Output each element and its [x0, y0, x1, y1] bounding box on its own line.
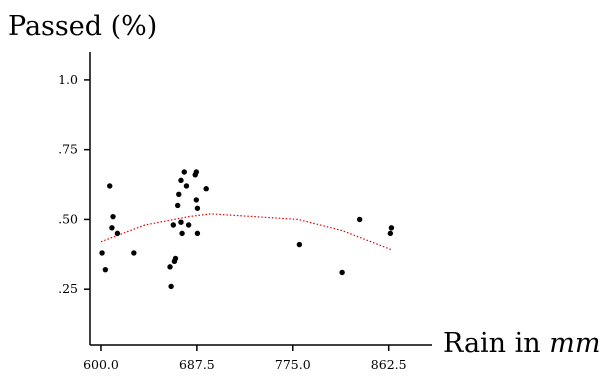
data-point	[339, 269, 345, 276]
data-point	[185, 222, 192, 228]
data-point	[176, 191, 182, 198]
data-point	[387, 230, 394, 237]
data-point	[131, 250, 137, 256]
x-axis-title: Rain in mm	[443, 328, 601, 359]
data-point	[178, 219, 184, 225]
data-point	[193, 197, 200, 203]
y-axis-title: Passed (%)	[8, 11, 157, 42]
data-point	[99, 250, 105, 256]
y-tick-label: .25	[58, 281, 78, 296]
x-axis-ticks: 600.0 687.5 775.0 862.5	[83, 345, 407, 372]
data-point	[194, 205, 201, 211]
trend-line	[100, 213, 393, 251]
data-point	[296, 241, 303, 248]
y-axis-ticks: .25 .50 .75 1.0	[58, 72, 90, 296]
data-point	[172, 255, 179, 262]
data-point	[110, 213, 116, 220]
data-point	[181, 169, 187, 175]
data-point	[183, 183, 190, 189]
data-point	[174, 202, 181, 209]
data-point	[114, 230, 121, 237]
data-point	[194, 230, 201, 237]
data-point	[109, 225, 115, 231]
data-point	[193, 169, 200, 175]
data-point	[388, 225, 395, 231]
x-tick-label: 862.5	[371, 357, 407, 372]
data-point	[178, 177, 184, 184]
x-axis-title-text: Rain in	[443, 328, 541, 359]
y-tick-label: 1.0	[58, 72, 78, 87]
data-point	[167, 264, 173, 270]
data-point	[168, 283, 174, 290]
data-point	[203, 186, 209, 192]
y-tick-label: .50	[58, 211, 78, 226]
data-point	[102, 266, 109, 273]
x-tick-label: 687.5	[179, 357, 215, 372]
data-point	[356, 216, 363, 223]
x-axis-title-unit: mm	[549, 328, 600, 359]
data-point	[170, 222, 177, 228]
data-point	[179, 230, 185, 237]
data-point	[107, 183, 113, 189]
data-points	[99, 169, 395, 290]
x-tick-label: 775.0	[275, 357, 311, 372]
y-tick-label: .75	[58, 142, 78, 157]
x-tick-label: 600.0	[83, 357, 119, 372]
